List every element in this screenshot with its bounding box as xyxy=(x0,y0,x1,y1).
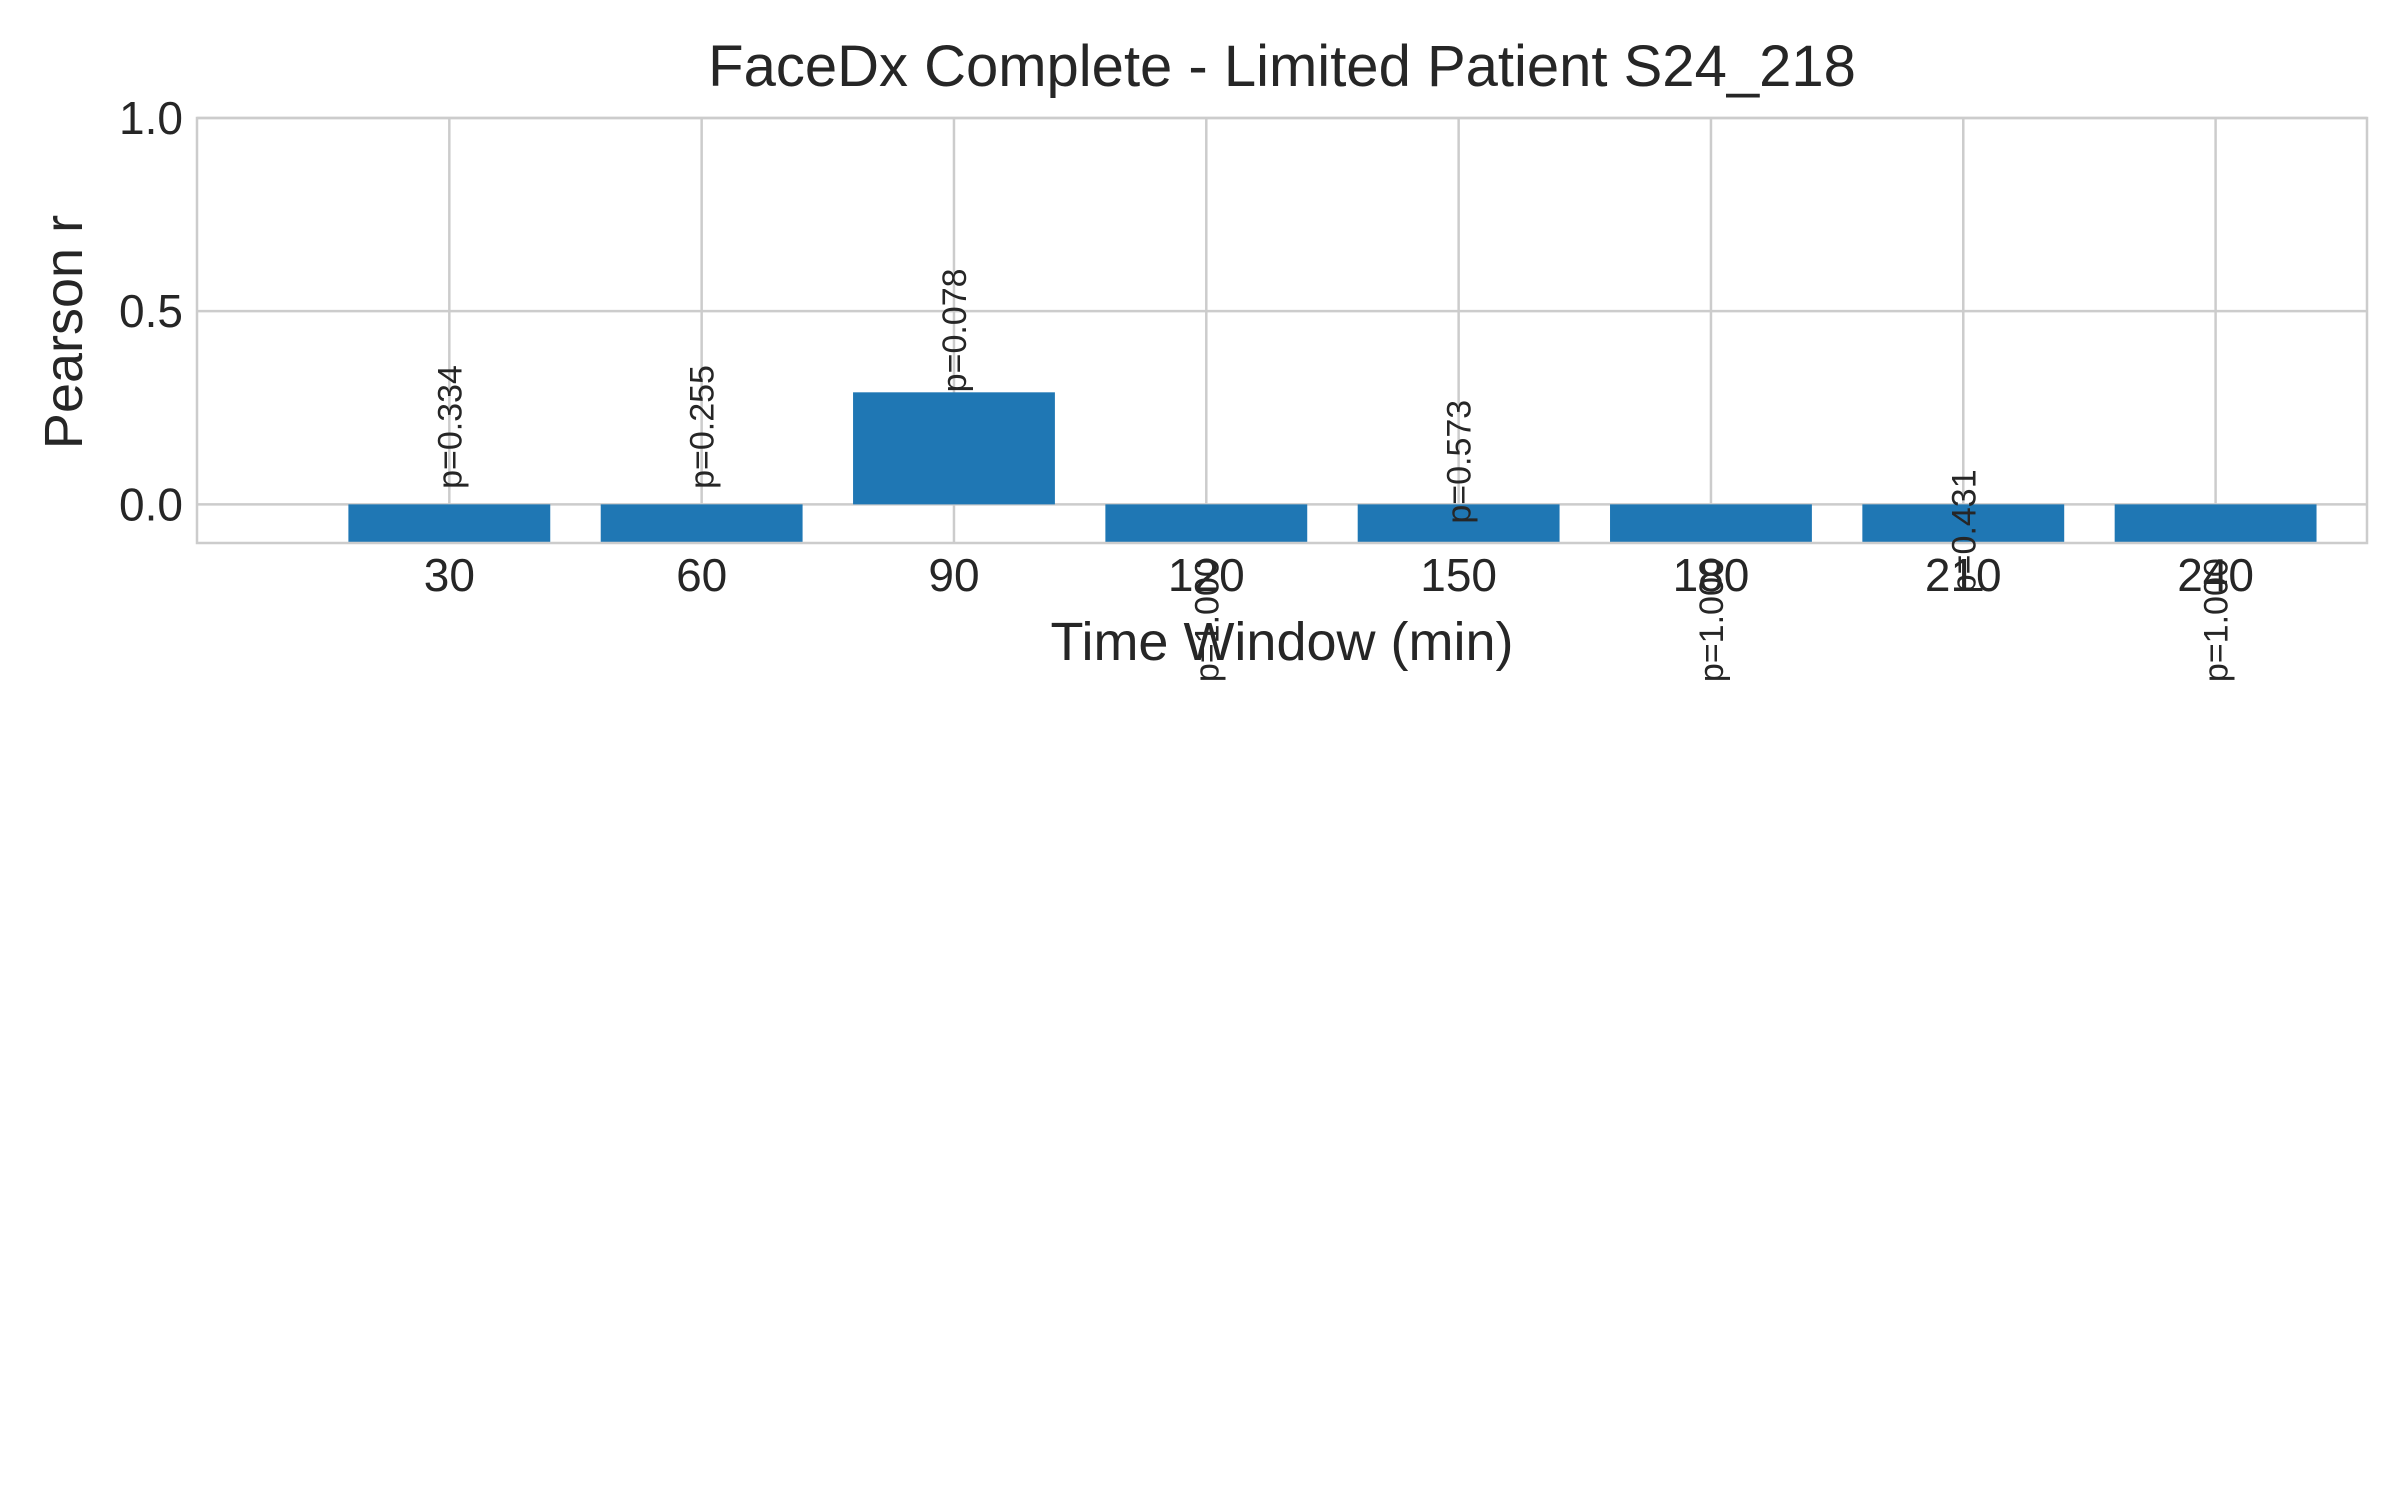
x-tick-label: 90 xyxy=(928,549,979,601)
x-axis-label: Time Window (min) xyxy=(1050,612,1513,672)
p-value-label: p=1.000 xyxy=(2198,558,2236,682)
p-value-annotations: p=0.334 p=0.255 p=0.078 p=1.000 p=0.573 p=1.0… xyxy=(431,268,2235,682)
p-value-label: p=0.334 xyxy=(431,365,469,489)
bar-30 xyxy=(348,504,551,543)
x-tick-label: 240 xyxy=(2177,549,2254,601)
p-value-label: p=0.431 xyxy=(1945,469,1983,593)
p-value-label: p=0.255 xyxy=(684,365,722,489)
p-value-label: p=0.573 xyxy=(1441,400,1479,524)
bar-180 xyxy=(1610,504,1812,543)
bar-240 xyxy=(2114,504,2317,543)
x-tick-label: 120 xyxy=(1168,549,1245,601)
p-value-label: p=0.078 xyxy=(936,268,974,392)
bar-150 xyxy=(1357,504,1560,543)
bar-60 xyxy=(600,504,803,543)
plot-frame xyxy=(195,116,2369,545)
y-tick-label: 1.0 xyxy=(119,92,183,144)
bar-90 xyxy=(853,392,1055,505)
x-tick-label: 180 xyxy=(1673,549,1750,601)
x-tick-label: 210 xyxy=(1925,549,2002,601)
bar-210 xyxy=(1862,504,2065,543)
x-tick-label: 60 xyxy=(676,549,727,601)
bars xyxy=(348,392,2317,543)
tick-labels: 0.0 0.5 1.0 30 60 90 120 150 180 210 240 xyxy=(119,92,2254,601)
p-value-label: p=1.000 xyxy=(1188,558,1226,682)
y-axis-label: Pearson r xyxy=(34,215,94,449)
x-tick-label: 30 xyxy=(424,549,475,601)
y-tick-label: 0.0 xyxy=(119,478,183,530)
p-value-label: p=1.000 xyxy=(1693,558,1731,682)
bar-120 xyxy=(1105,504,1308,543)
y-tick-label: 0.5 xyxy=(119,285,183,337)
x-tick-label: 150 xyxy=(1420,549,1497,601)
chart-title: FaceDx Complete - Limited Patient S24_21… xyxy=(708,34,1856,99)
